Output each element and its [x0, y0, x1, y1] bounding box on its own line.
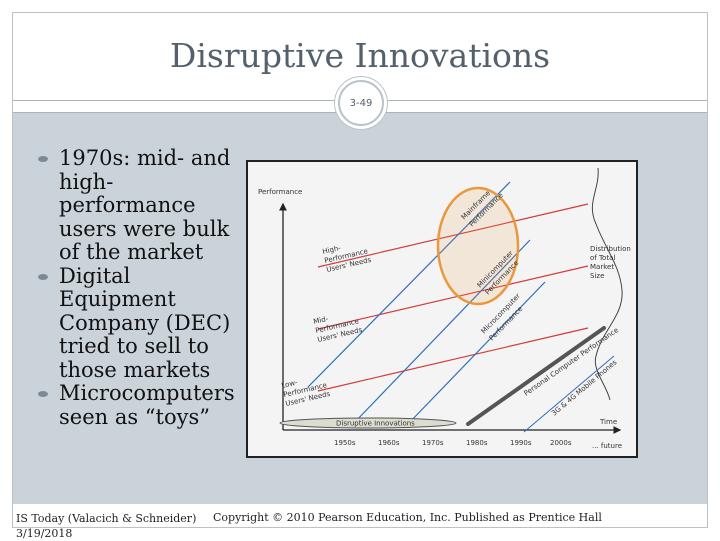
high-users-line [317, 203, 589, 268]
market-distribution-curve [591, 167, 623, 401]
disruptive-innovations-bar [279, 417, 457, 429]
mid-users-label: Mid- [313, 315, 330, 326]
mainframe-line [307, 181, 511, 388]
x-tick-label: 2000s [550, 439, 572, 447]
low-users-label: Low- [281, 378, 299, 390]
disruptive-label: Disruptive Innovations [336, 420, 415, 428]
x-tick-label: 1980s [466, 439, 488, 447]
figure-diagram: Performance Time Distribution of Total M… [258, 167, 631, 450]
footer-date: 3/19/2018 [16, 527, 73, 540]
personal-computer-trajectory [466, 326, 606, 426]
x-tick-label: ... future [592, 442, 622, 450]
footer-source: IS Today (Valacich & Schneider) 3/19/201… [16, 511, 196, 541]
distribution-label: Size [590, 272, 604, 280]
x-tick-label: 1950s [334, 439, 356, 447]
bullet-item: Digital Equipment Company (DEC) tried to… [38, 264, 243, 383]
disruptive-innovation-figure: Performance Time Distribution of Total M… [246, 160, 638, 458]
highlight-circle [436, 186, 520, 306]
mobile-phone-line [523, 355, 615, 433]
bullet-item: Microcomputers seen as “toys” [38, 381, 243, 429]
x-axis-label: Time [599, 418, 617, 426]
low-users-line [317, 327, 589, 392]
personal-computer-label: Personal Computer Performance [523, 326, 620, 398]
distribution-label: Distribution [590, 245, 631, 253]
y-axis-label: Performance [258, 188, 302, 196]
x-tick-label: 1990s [510, 439, 532, 447]
page-number-badge: 3-49 [338, 80, 384, 126]
distribution-label: Market [590, 263, 614, 271]
footer-source-text: IS Today (Valacich & Schneider) [16, 512, 197, 525]
distribution-label: of Total [590, 254, 615, 262]
slide-title: Disruptive Innovations [169, 36, 551, 75]
bullet-item: 1970s: mid- and high-performance users w… [38, 146, 243, 265]
slide-frame [12, 12, 708, 528]
x-tick-label: 1970s [422, 439, 444, 447]
microcomputer-line [407, 281, 546, 425]
footer-copyright: Copyright © 2010 Pearson Education, Inc.… [213, 511, 602, 524]
minicomputer-line [352, 239, 531, 425]
bullet-list: 1970s: mid- and high-performance users w… [38, 146, 243, 429]
x-tick-label: 1960s [378, 439, 400, 447]
mid-users-line [317, 265, 589, 330]
